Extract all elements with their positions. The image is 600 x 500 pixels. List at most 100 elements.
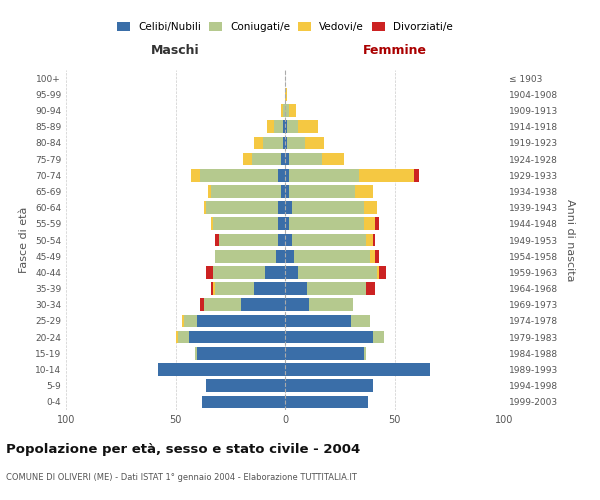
Bar — [373, 234, 375, 246]
Text: COMUNE DI OLIVERI (ME) - Dati ISTAT 1° gennaio 2004 - Elaborazione TUTTITALIA.IT: COMUNE DI OLIVERI (ME) - Dati ISTAT 1° g… — [6, 472, 357, 482]
Bar — [285, 136, 287, 149]
Bar — [287, 120, 298, 133]
Bar — [213, 266, 265, 278]
Bar — [285, 282, 307, 295]
Bar — [285, 234, 292, 246]
Bar — [283, 104, 285, 117]
Bar — [208, 185, 211, 198]
Y-axis label: Fasce di età: Fasce di età — [19, 207, 29, 273]
Bar — [322, 152, 344, 166]
Bar — [268, 120, 274, 133]
Bar — [176, 331, 178, 344]
Bar — [298, 266, 377, 278]
Bar — [278, 202, 285, 214]
Bar — [414, 169, 419, 181]
Bar — [285, 250, 294, 262]
Bar — [278, 169, 285, 181]
Text: Popolazione per età, sesso e stato civile - 2004: Popolazione per età, sesso e stato civil… — [6, 442, 360, 456]
Bar — [292, 234, 366, 246]
Bar — [377, 266, 379, 278]
Bar — [287, 136, 305, 149]
Bar — [366, 234, 373, 246]
Y-axis label: Anni di nascita: Anni di nascita — [565, 198, 575, 281]
Bar — [220, 234, 278, 246]
Bar — [213, 218, 278, 230]
Bar — [206, 380, 285, 392]
Bar — [254, 282, 285, 295]
Bar — [298, 120, 318, 133]
Text: Femmine: Femmine — [362, 44, 427, 57]
Bar — [285, 202, 292, 214]
Bar — [309, 298, 353, 311]
Bar — [215, 234, 220, 246]
Bar — [182, 314, 184, 328]
Bar — [204, 298, 241, 311]
Bar — [278, 218, 285, 230]
Bar — [294, 250, 370, 262]
Bar — [197, 347, 285, 360]
Bar — [158, 363, 285, 376]
Bar — [285, 331, 373, 344]
Bar — [244, 152, 252, 166]
Bar — [274, 120, 283, 133]
Bar — [370, 250, 375, 262]
Bar — [252, 152, 281, 166]
Bar — [366, 282, 375, 295]
Bar — [178, 331, 188, 344]
Bar — [285, 314, 350, 328]
Bar — [285, 120, 287, 133]
Bar — [292, 202, 364, 214]
Bar — [188, 331, 285, 344]
Bar — [289, 185, 355, 198]
Bar — [364, 347, 366, 360]
Bar — [211, 218, 213, 230]
Bar — [289, 218, 364, 230]
Bar — [254, 136, 263, 149]
Bar — [281, 152, 285, 166]
Bar — [364, 218, 375, 230]
Text: Maschi: Maschi — [151, 44, 200, 57]
Bar — [285, 218, 289, 230]
Bar — [283, 120, 285, 133]
Bar — [215, 282, 254, 295]
Bar — [373, 331, 383, 344]
Bar — [281, 185, 285, 198]
Bar — [307, 282, 366, 295]
Bar — [197, 314, 285, 328]
Bar — [191, 169, 200, 181]
Bar — [265, 266, 285, 278]
Legend: Celibi/Nubili, Coniugati/e, Vedovi/e, Divorziati/e: Celibi/Nubili, Coniugati/e, Vedovi/e, Di… — [113, 18, 457, 36]
Bar — [211, 185, 281, 198]
Bar — [289, 169, 359, 181]
Bar — [355, 185, 373, 198]
Bar — [285, 104, 289, 117]
Bar — [379, 266, 386, 278]
Bar — [200, 169, 278, 181]
Bar — [350, 314, 370, 328]
Bar — [285, 185, 289, 198]
Bar — [195, 347, 197, 360]
Bar — [364, 202, 377, 214]
Bar — [285, 266, 298, 278]
Bar — [215, 250, 276, 262]
Bar — [200, 298, 204, 311]
Bar — [375, 250, 379, 262]
Bar — [241, 298, 285, 311]
Bar — [285, 363, 430, 376]
Bar — [289, 104, 296, 117]
Bar — [206, 202, 278, 214]
Bar — [184, 314, 197, 328]
Bar — [202, 396, 285, 408]
Bar — [285, 347, 364, 360]
Bar — [285, 298, 309, 311]
Bar — [359, 169, 414, 181]
Bar — [285, 88, 287, 101]
Bar — [278, 234, 285, 246]
Bar — [211, 282, 213, 295]
Bar — [285, 152, 289, 166]
Bar — [263, 136, 283, 149]
Bar — [285, 396, 368, 408]
Bar — [285, 380, 373, 392]
Bar — [305, 136, 325, 149]
Bar — [283, 136, 285, 149]
